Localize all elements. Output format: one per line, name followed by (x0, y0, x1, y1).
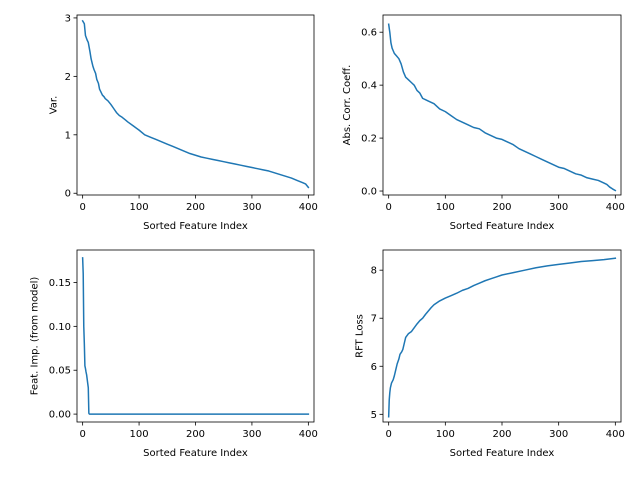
y-axis-label-rft-loss: RFT Loss (355, 314, 366, 358)
plot-frame-correlation (382, 14, 622, 196)
x-axis-label-correlation: Sorted Feature Index (450, 221, 555, 232)
y-tick-label-correlation: 0.0 (361, 187, 377, 198)
x-tick-label-importance: 0 (79, 429, 85, 440)
x-tick-label-correlation: 400 (606, 202, 625, 213)
x-tick-label-correlation: 200 (492, 202, 511, 213)
y-tick-label-rft-loss: 8 (371, 266, 377, 277)
chart-rft-loss: 0 100 200 300 400 5 6 7 8 Sorted Feature Index RFT… (355, 249, 625, 459)
series-line-correlation (387, 23, 617, 192)
x-tick-label-importance: 100 (130, 429, 149, 440)
y-tick-label-variance: 0 (65, 189, 71, 200)
y-axis-label-importance: Feat. Imp. (from model) (29, 277, 40, 396)
x-tick-label-rft-loss: 0 (385, 429, 391, 440)
x-axis-label-rft-loss: Sorted Feature Index (450, 448, 555, 459)
y-tick-label-correlation: 0.2 (361, 134, 377, 145)
y-tick-label-variance: 3 (65, 13, 71, 24)
x-tick-label-importance: 400 (299, 429, 318, 440)
x-tick-label-importance: 300 (242, 429, 261, 440)
x-tick-label-rft-loss: 300 (549, 429, 568, 440)
y-tick-label-correlation: 0.4 (361, 81, 377, 92)
y-tick-label-correlation: 0.6 (361, 28, 377, 39)
x-tick-label-rft-loss: 400 (606, 429, 625, 440)
x-tick-label-variance: 100 (130, 202, 149, 213)
y-tick-label-rft-loss: 6 (371, 362, 377, 373)
y-tick-label-rft-loss: 5 (371, 410, 377, 421)
x-tick-label-correlation: 300 (549, 202, 568, 213)
y-tick-label-importance: 0.05 (49, 366, 71, 377)
x-tick-label-variance: 400 (299, 202, 318, 213)
y-axis-label-variance: Var. (49, 96, 60, 115)
y-tick-label-importance: 0.15 (49, 278, 71, 289)
x-tick-label-variance: 200 (186, 202, 205, 213)
x-tick-label-rft-loss: 200 (492, 429, 511, 440)
plot-frame-rft-loss (382, 249, 622, 423)
chart-importance: 0 100 200 300 400 0.00 0.05 0.10 0.15 Sorted Feat… (29, 249, 318, 459)
y-tick-label-variance: 1 (65, 130, 71, 141)
x-tick-label-variance: 300 (242, 202, 261, 213)
x-tick-label-importance: 200 (186, 429, 205, 440)
y-tick-label-importance: 0.00 (49, 410, 71, 421)
plot-frame-importance (76, 249, 315, 423)
series-line-importance (81, 257, 310, 415)
x-axis-label-importance: Sorted Feature Index (143, 448, 248, 459)
x-tick-label-variance: 0 (79, 202, 85, 213)
y-tick-label-rft-loss: 7 (371, 314, 377, 325)
x-tick-label-correlation: 0 (385, 202, 391, 213)
chart-correlation: 0 100 200 300 400 0.0 0.2 0.4 0.6 Sorted Feature … (342, 14, 625, 232)
y-tick-label-variance: 2 (65, 72, 71, 83)
x-axis-label-variance: Sorted Feature Index (143, 221, 248, 232)
chart-variance: 0 100 200 300 400 0 1 2 3 Sorted Feature Index Var… (49, 13, 318, 232)
plot-frame-variance (76, 14, 315, 196)
series-line-rft-loss (387, 257, 617, 418)
y-axis-label-correlation: Abs. Corr. Coeff. (342, 65, 353, 146)
x-tick-label-correlation: 100 (436, 202, 455, 213)
series-line-variance (81, 19, 310, 189)
y-tick-label-importance: 0.10 (49, 322, 71, 333)
x-tick-label-rft-loss: 100 (436, 429, 455, 440)
